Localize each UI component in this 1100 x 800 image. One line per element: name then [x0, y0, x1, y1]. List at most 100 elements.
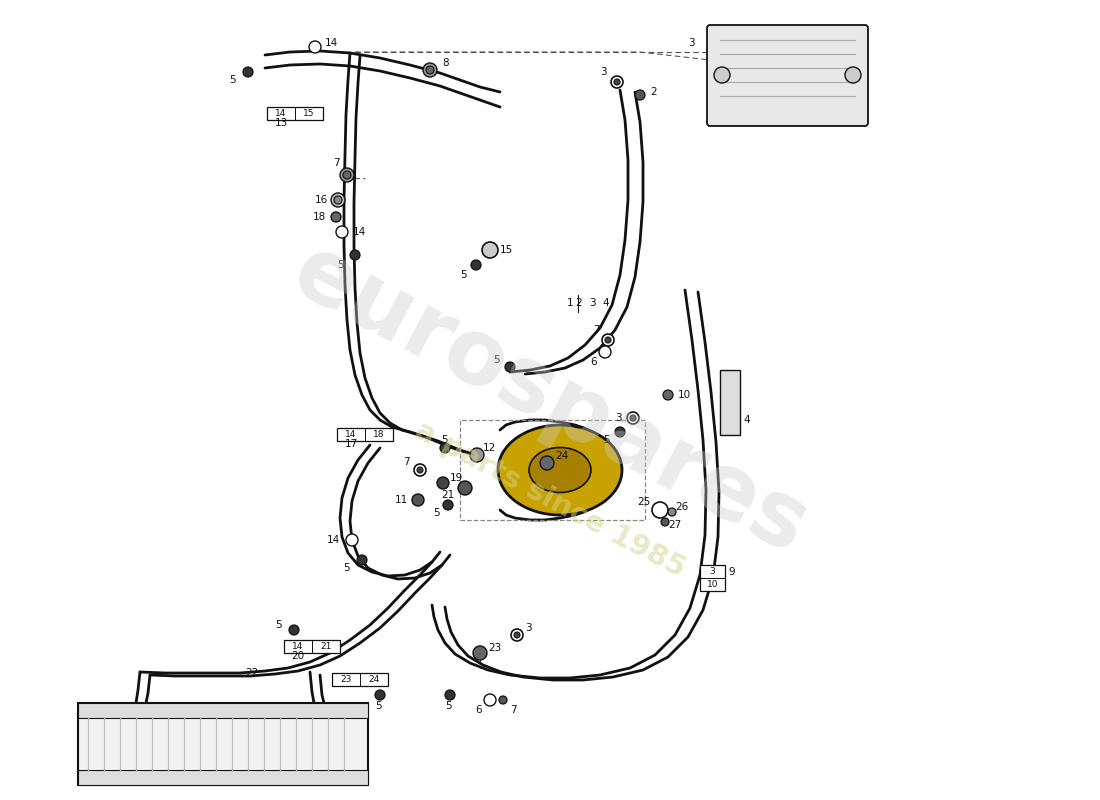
Circle shape [635, 90, 645, 100]
Text: 12: 12 [483, 443, 496, 453]
Circle shape [600, 346, 610, 358]
Bar [284, 640, 340, 653]
Text: 23: 23 [488, 643, 502, 653]
Circle shape [346, 534, 358, 546]
Text: 15: 15 [500, 245, 514, 255]
Text: 7: 7 [404, 457, 410, 467]
Circle shape [340, 168, 354, 182]
Text: 5: 5 [275, 620, 282, 630]
Circle shape [471, 260, 481, 270]
Text: eurospares: eurospares [277, 227, 823, 573]
Circle shape [714, 67, 730, 83]
Ellipse shape [529, 447, 591, 493]
Circle shape [602, 334, 614, 346]
Circle shape [610, 76, 623, 88]
Bar [460, 420, 645, 520]
Circle shape [343, 171, 351, 179]
Text: 4: 4 [742, 415, 749, 425]
Circle shape [414, 464, 426, 476]
Circle shape [845, 67, 861, 83]
Text: 19: 19 [450, 473, 463, 483]
Text: 5: 5 [375, 701, 382, 711]
Circle shape [505, 362, 515, 372]
Text: a parts since 1985: a parts since 1985 [410, 417, 690, 583]
Text: 14: 14 [327, 535, 340, 545]
Circle shape [663, 390, 673, 400]
Bar [332, 673, 388, 686]
Text: 14: 14 [324, 38, 339, 48]
Circle shape [440, 443, 450, 453]
Text: 14: 14 [293, 642, 304, 651]
Text: 8: 8 [442, 58, 449, 68]
Circle shape [443, 500, 453, 510]
Circle shape [473, 646, 487, 660]
Text: 5: 5 [442, 435, 449, 445]
Text: 5: 5 [604, 435, 611, 445]
Text: 17: 17 [344, 439, 358, 449]
Text: 1: 1 [566, 298, 573, 308]
Text: 3: 3 [525, 623, 531, 633]
Circle shape [499, 696, 507, 704]
Circle shape [540, 456, 554, 470]
Text: 20: 20 [292, 651, 305, 661]
Text: 3: 3 [588, 298, 595, 308]
Text: 18: 18 [373, 430, 385, 439]
Circle shape [331, 193, 345, 207]
Text: 24: 24 [556, 451, 569, 461]
Bar [78, 770, 368, 785]
Text: 3: 3 [601, 67, 607, 77]
Circle shape [484, 694, 496, 706]
Ellipse shape [498, 425, 622, 515]
Text: 5: 5 [494, 355, 501, 365]
Circle shape [424, 63, 437, 77]
Circle shape [334, 196, 342, 204]
Text: 5: 5 [444, 701, 451, 711]
Text: 5: 5 [461, 270, 468, 280]
Bar [78, 703, 368, 718]
Circle shape [437, 477, 449, 489]
Text: 7: 7 [593, 325, 600, 335]
Circle shape [614, 79, 620, 85]
Text: 27: 27 [668, 520, 681, 530]
Text: 4: 4 [602, 298, 608, 308]
Text: 22: 22 [244, 668, 258, 678]
Circle shape [512, 629, 522, 641]
Text: 6: 6 [475, 705, 482, 715]
Circle shape [412, 494, 424, 506]
Text: 18: 18 [312, 212, 326, 222]
Bar [720, 370, 740, 435]
Text: 11: 11 [395, 495, 408, 505]
Text: 23: 23 [340, 675, 352, 684]
Circle shape [605, 337, 610, 343]
Text: 7: 7 [333, 158, 340, 168]
Text: 3: 3 [710, 567, 715, 576]
Circle shape [458, 481, 472, 495]
Text: 10: 10 [678, 390, 691, 400]
Text: 2: 2 [575, 298, 582, 308]
Text: 13: 13 [274, 118, 287, 128]
Text: 7: 7 [510, 705, 517, 715]
Bar [267, 107, 323, 120]
Text: 14: 14 [353, 227, 366, 237]
Text: 5: 5 [433, 508, 440, 518]
Circle shape [630, 415, 636, 421]
Circle shape [289, 625, 299, 635]
Bar [78, 703, 368, 785]
Text: 21: 21 [320, 642, 332, 651]
Circle shape [615, 427, 625, 437]
Circle shape [426, 66, 434, 74]
Bar [337, 428, 393, 441]
Circle shape [446, 690, 455, 700]
Circle shape [668, 508, 676, 516]
Circle shape [514, 632, 520, 638]
Bar [700, 565, 725, 591]
Circle shape [375, 690, 385, 700]
Circle shape [358, 555, 367, 565]
Circle shape [336, 226, 348, 238]
Circle shape [482, 242, 498, 258]
Text: 6: 6 [591, 357, 597, 367]
Text: 25: 25 [637, 497, 650, 507]
Text: 2: 2 [650, 87, 657, 97]
Text: 24: 24 [368, 675, 379, 684]
Circle shape [470, 448, 484, 462]
